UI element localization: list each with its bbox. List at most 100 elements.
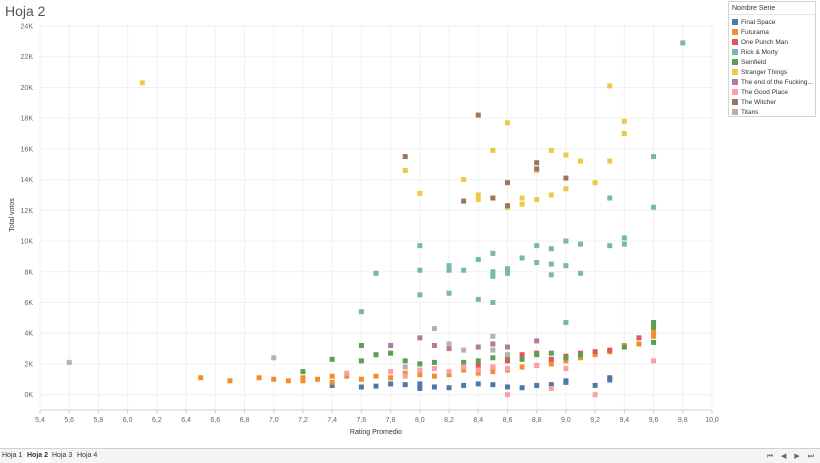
- data-point[interactable]: [417, 335, 423, 341]
- data-point[interactable]: [358, 309, 364, 315]
- data-point[interactable]: [402, 370, 408, 376]
- data-point[interactable]: [636, 335, 642, 341]
- data-point[interactable]: [227, 378, 233, 384]
- data-point[interactable]: [300, 378, 306, 384]
- data-point[interactable]: [548, 261, 554, 267]
- data-point[interactable]: [402, 382, 408, 388]
- data-point[interactable]: [446, 263, 452, 269]
- data-point[interactable]: [548, 361, 554, 367]
- data-point[interactable]: [651, 333, 657, 339]
- data-point[interactable]: [344, 373, 350, 379]
- data-point[interactable]: [504, 180, 510, 186]
- data-point[interactable]: [417, 367, 423, 373]
- data-point[interactable]: [651, 358, 657, 364]
- data-point[interactable]: [651, 329, 657, 335]
- data-point[interactable]: [271, 355, 277, 361]
- data-point[interactable]: [592, 352, 598, 358]
- data-point[interactable]: [636, 341, 642, 347]
- legend-item[interactable]: Seinfield: [729, 57, 815, 67]
- data-point[interactable]: [563, 238, 569, 244]
- data-point[interactable]: [300, 369, 306, 375]
- data-point[interactable]: [373, 352, 379, 358]
- data-point[interactable]: [475, 362, 481, 368]
- data-point[interactable]: [607, 377, 613, 383]
- data-point[interactable]: [578, 352, 584, 358]
- data-point[interactable]: [446, 369, 452, 375]
- data-point[interactable]: [592, 180, 598, 186]
- data-point[interactable]: [461, 267, 467, 273]
- data-point[interactable]: [475, 197, 481, 203]
- data-point[interactable]: [446, 341, 452, 347]
- data-point[interactable]: [534, 197, 540, 203]
- data-point[interactable]: [358, 358, 364, 364]
- data-point[interactable]: [431, 359, 437, 365]
- data-point[interactable]: [461, 347, 467, 353]
- data-point[interactable]: [490, 299, 496, 305]
- data-point[interactable]: [607, 83, 613, 89]
- data-point[interactable]: [592, 392, 598, 398]
- data-point[interactable]: [271, 376, 277, 382]
- data-point[interactable]: [475, 367, 481, 373]
- legend-item[interactable]: The Witcher: [729, 97, 815, 107]
- sheet-tab[interactable]: Hoja 1: [2, 452, 23, 459]
- legend-item[interactable]: One Punch Man: [729, 37, 815, 47]
- data-point[interactable]: [621, 118, 627, 124]
- data-point[interactable]: [519, 352, 525, 358]
- data-point[interactable]: [446, 372, 452, 378]
- data-point[interactable]: [388, 369, 394, 375]
- data-point[interactable]: [461, 177, 467, 183]
- data-point[interactable]: [504, 203, 510, 209]
- next-page-icon[interactable]: ▶: [794, 453, 800, 460]
- data-point[interactable]: [548, 350, 554, 356]
- data-point[interactable]: [504, 384, 510, 390]
- data-point[interactable]: [592, 349, 598, 355]
- sheet-tab[interactable]: Hoja 3: [52, 452, 73, 459]
- data-point[interactable]: [475, 112, 481, 118]
- legend-item[interactable]: Titans: [729, 107, 815, 117]
- data-point[interactable]: [490, 269, 496, 275]
- data-point[interactable]: [358, 342, 364, 348]
- data-point[interactable]: [431, 384, 437, 390]
- data-point[interactable]: [388, 342, 394, 348]
- data-point[interactable]: [651, 324, 657, 330]
- data-point[interactable]: [490, 382, 496, 388]
- data-point[interactable]: [490, 355, 496, 361]
- data-point[interactable]: [504, 120, 510, 126]
- data-point[interactable]: [431, 342, 437, 348]
- data-point[interactable]: [461, 367, 467, 373]
- data-point[interactable]: [417, 243, 423, 249]
- data-point[interactable]: [358, 376, 364, 382]
- data-point[interactable]: [329, 356, 335, 362]
- data-point[interactable]: [563, 263, 569, 269]
- data-point[interactable]: [475, 370, 481, 376]
- data-point[interactable]: [66, 359, 72, 365]
- data-point[interactable]: [563, 358, 569, 364]
- data-point[interactable]: [490, 341, 496, 347]
- data-point[interactable]: [490, 364, 496, 370]
- data-point[interactable]: [519, 255, 525, 261]
- data-point[interactable]: [402, 358, 408, 364]
- data-point[interactable]: [651, 154, 657, 160]
- data-point[interactable]: [417, 267, 423, 273]
- data-point[interactable]: [461, 198, 467, 204]
- data-point[interactable]: [315, 376, 321, 382]
- data-point[interactable]: [548, 385, 554, 391]
- data-point[interactable]: [548, 382, 554, 388]
- data-point[interactable]: [607, 158, 613, 164]
- data-point[interactable]: [504, 266, 510, 272]
- data-point[interactable]: [607, 195, 613, 201]
- data-point[interactable]: [519, 364, 525, 370]
- data-point[interactable]: [388, 381, 394, 387]
- data-point[interactable]: [475, 358, 481, 364]
- data-point[interactable]: [592, 382, 598, 388]
- data-point[interactable]: [402, 154, 408, 160]
- data-point[interactable]: [578, 241, 584, 247]
- data-point[interactable]: [534, 382, 540, 388]
- data-point[interactable]: [402, 373, 408, 379]
- data-point[interactable]: [475, 256, 481, 262]
- data-point[interactable]: [519, 195, 525, 201]
- data-point[interactable]: [373, 383, 379, 389]
- data-point[interactable]: [504, 352, 510, 358]
- data-point[interactable]: [621, 131, 627, 137]
- data-point[interactable]: [563, 152, 569, 158]
